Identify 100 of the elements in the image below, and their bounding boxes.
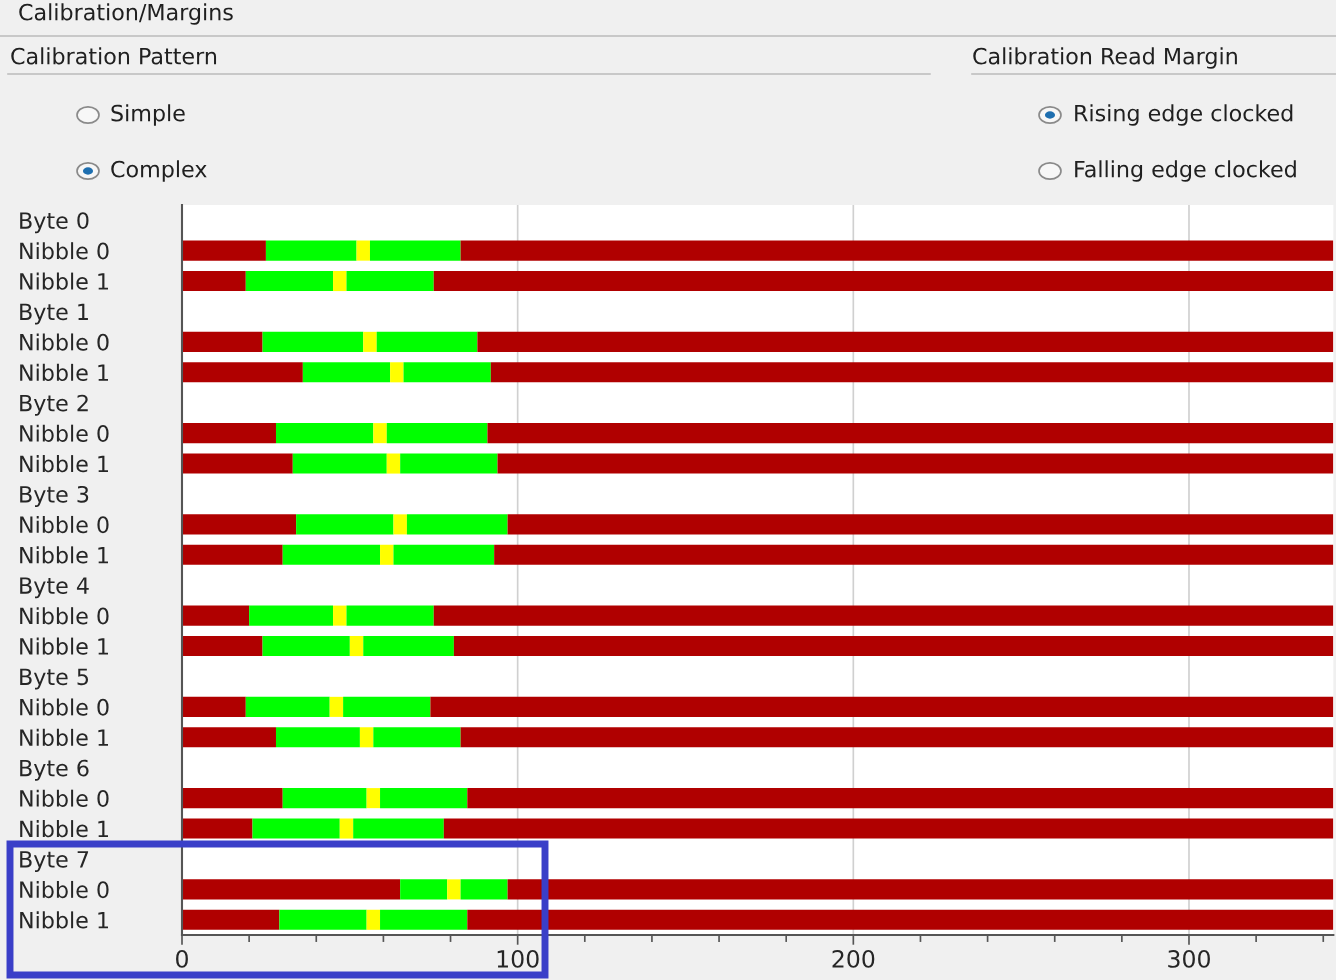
bar xyxy=(249,605,334,626)
bar xyxy=(376,331,478,352)
bar xyxy=(373,727,461,748)
bar xyxy=(182,696,246,717)
bar xyxy=(353,818,444,839)
x-tick-label: 300 xyxy=(1168,950,1210,968)
bar xyxy=(182,514,297,535)
y-tick-label: Nibble 0 xyxy=(20,515,109,534)
bar xyxy=(366,909,381,930)
bar xyxy=(339,818,354,839)
bar xyxy=(333,605,347,626)
y-tick-label: Byte 7 xyxy=(20,851,89,873)
bar xyxy=(460,240,1334,261)
text: Rising edge clocked xyxy=(1075,104,1293,126)
bar xyxy=(447,879,461,900)
y-tick-label: Nibble 0 xyxy=(20,424,109,442)
bar xyxy=(393,514,407,535)
bar xyxy=(490,362,1334,383)
bar xyxy=(400,453,498,474)
bar xyxy=(182,423,276,444)
bar xyxy=(373,423,387,444)
bar xyxy=(182,788,283,809)
text: Complex xyxy=(111,160,207,182)
bar xyxy=(262,636,350,657)
y-tick-label: Byte 6 xyxy=(20,759,89,781)
x-tick-label: 0 xyxy=(176,950,188,968)
bar xyxy=(182,362,303,383)
bar xyxy=(363,636,454,657)
y-tick-label: Nibble 0 xyxy=(20,242,109,260)
bar xyxy=(349,636,364,657)
bar xyxy=(265,240,357,261)
text: Falling edge clocked xyxy=(1075,160,1296,182)
bar xyxy=(494,544,1334,565)
bar xyxy=(406,514,508,535)
bar xyxy=(393,544,495,565)
bar xyxy=(346,271,434,292)
text: Simple xyxy=(111,104,185,126)
bar xyxy=(333,271,347,292)
bar xyxy=(282,544,381,565)
bar xyxy=(386,453,401,474)
bar xyxy=(279,909,367,930)
bar xyxy=(400,879,448,900)
bar xyxy=(182,240,266,261)
text: Calibration Pattern xyxy=(11,47,217,65)
bar xyxy=(380,909,468,930)
bar xyxy=(262,331,364,352)
bar xyxy=(386,423,488,444)
y-tick-label: Nibble 0 xyxy=(20,607,109,625)
bar xyxy=(356,240,370,261)
y-tick-label: Nibble 1 xyxy=(20,363,109,382)
y-tick-label: Byte 1 xyxy=(20,303,88,325)
bar xyxy=(182,636,263,657)
bar xyxy=(477,331,1334,352)
text: Calibration Read Margin xyxy=(973,47,1237,69)
bar xyxy=(460,727,1334,748)
bar xyxy=(433,605,1334,626)
bar xyxy=(182,544,283,565)
bar xyxy=(433,271,1334,292)
y-tick-label: Nibble 0 xyxy=(20,880,109,899)
y-tick-label: Nibble 1 xyxy=(20,728,109,747)
bar xyxy=(182,879,401,900)
bar xyxy=(182,605,250,626)
y-tick-label: Nibble 1 xyxy=(20,820,109,838)
y-tick-label: Nibble 0 xyxy=(20,698,109,716)
bar xyxy=(329,696,344,717)
bar xyxy=(182,818,253,839)
y-tick-label: Nibble 0 xyxy=(20,333,109,351)
y-tick-label: Nibble 1 xyxy=(20,637,109,655)
bar xyxy=(359,727,374,748)
bar xyxy=(245,271,334,292)
y-tick-label: Nibble 0 xyxy=(20,789,109,807)
bar xyxy=(292,453,387,474)
text: Calibration/Margins xyxy=(19,3,233,25)
bar xyxy=(343,696,431,717)
bar xyxy=(380,544,394,565)
y-tick-label: Byte 0 xyxy=(20,212,89,234)
x-tick-label: 200 xyxy=(832,950,875,968)
bar xyxy=(182,331,263,352)
bar xyxy=(453,636,1334,657)
bar xyxy=(252,818,340,839)
bar xyxy=(366,788,381,809)
bar xyxy=(282,788,367,809)
bar xyxy=(275,423,374,444)
bar xyxy=(390,362,404,383)
bar xyxy=(182,453,293,474)
bar xyxy=(430,696,1334,717)
bar xyxy=(497,453,1334,474)
bar xyxy=(296,514,394,535)
y-tick-label: Byte 3 xyxy=(20,485,89,508)
y-tick-label: Nibble 1 xyxy=(20,911,109,929)
bar xyxy=(363,331,377,352)
bar xyxy=(346,605,434,626)
bar xyxy=(507,879,1334,900)
bar xyxy=(460,879,508,900)
bar xyxy=(275,727,360,748)
bar xyxy=(507,514,1334,535)
y-tick-label: Nibble 1 xyxy=(20,272,109,290)
bar xyxy=(380,788,468,809)
bar xyxy=(443,818,1334,839)
bar xyxy=(467,909,1334,930)
